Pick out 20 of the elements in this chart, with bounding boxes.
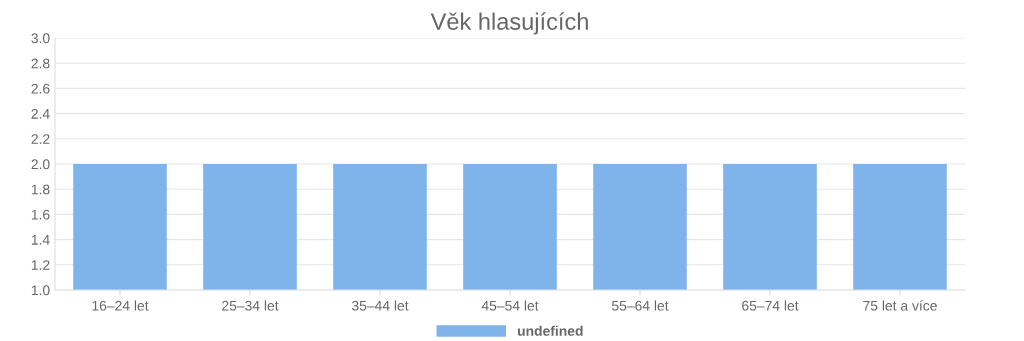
- y-tick-label: 2.0: [31, 159, 50, 170]
- x-tick-label: 45–54 let: [481, 300, 539, 311]
- x-tick-label: 35–44 let: [351, 300, 409, 311]
- y-tick-label: 2.4: [31, 108, 50, 119]
- y-tick-label: 2.2: [31, 134, 50, 144]
- chart-title: Věk hlasujících: [430, 12, 588, 35]
- y-tick-label: 1.6: [31, 209, 50, 220]
- y-tick-label: 1.0: [31, 285, 50, 296]
- x-tick-label: 55–64 let: [611, 300, 669, 311]
- x-tick-label: 75 let a více: [863, 300, 937, 311]
- y-tick-label: 2.6: [31, 83, 50, 94]
- y-tick-label: 3.0: [31, 33, 50, 44]
- x-tick-label: 16–24 let: [92, 300, 149, 311]
- y-tick-label: 1.2: [31, 260, 50, 270]
- legend-label: undefined: [517, 325, 583, 336]
- y-tick-label: 1.4: [31, 235, 50, 245]
- x-tick-label: 25–34 let: [222, 300, 279, 311]
- x-tick-label: 65–74 let: [742, 300, 799, 311]
- y-tick-label: 2.8: [31, 58, 50, 69]
- y-tick-label: 1.8: [31, 184, 50, 195]
